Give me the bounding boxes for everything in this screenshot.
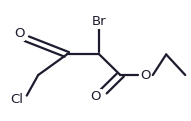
Text: Cl: Cl bbox=[11, 93, 24, 106]
Text: Br: Br bbox=[92, 15, 107, 28]
Text: O: O bbox=[14, 27, 24, 40]
Text: O: O bbox=[90, 90, 101, 103]
Text: O: O bbox=[140, 68, 150, 82]
